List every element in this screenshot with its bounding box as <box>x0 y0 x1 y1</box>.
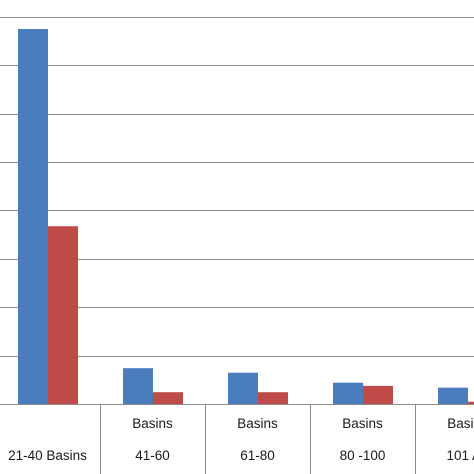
x-tick-label: Basins <box>447 416 474 431</box>
bar-series-2-category-2 <box>153 392 183 404</box>
bar-series-1-category-1 <box>18 28 48 405</box>
bar-series-2-category-5 <box>468 401 474 404</box>
x-tick-label: 41-60 <box>135 448 170 463</box>
x-axis <box>0 404 474 474</box>
x-tick-label: 80 -100 <box>340 448 386 463</box>
gridlines <box>0 17 474 357</box>
bar-series-1-category-4 <box>333 382 363 404</box>
bars <box>18 28 474 405</box>
bar-series-2-category-3 <box>258 392 288 404</box>
bar-series-2-category-4 <box>363 385 393 404</box>
x-tick-label: 101 Ab <box>446 448 474 463</box>
bar-series-2-category-1 <box>48 226 78 404</box>
x-tick-label: 21-40 Basins <box>8 448 87 463</box>
x-tick-label: Basins <box>237 416 278 431</box>
bar-series-1-category-2 <box>123 368 153 404</box>
x-tick-label: Basins <box>132 416 173 431</box>
bar-series-1-category-3 <box>228 372 258 404</box>
bar-series-1-category-5 <box>438 387 468 404</box>
x-tick-label: Basins <box>342 416 383 431</box>
x-tick-labels: 21-40 Basins Basins 41-60 Basins 61-80 Basins… <box>8 416 474 463</box>
x-tick-label: 61-80 <box>240 448 275 463</box>
